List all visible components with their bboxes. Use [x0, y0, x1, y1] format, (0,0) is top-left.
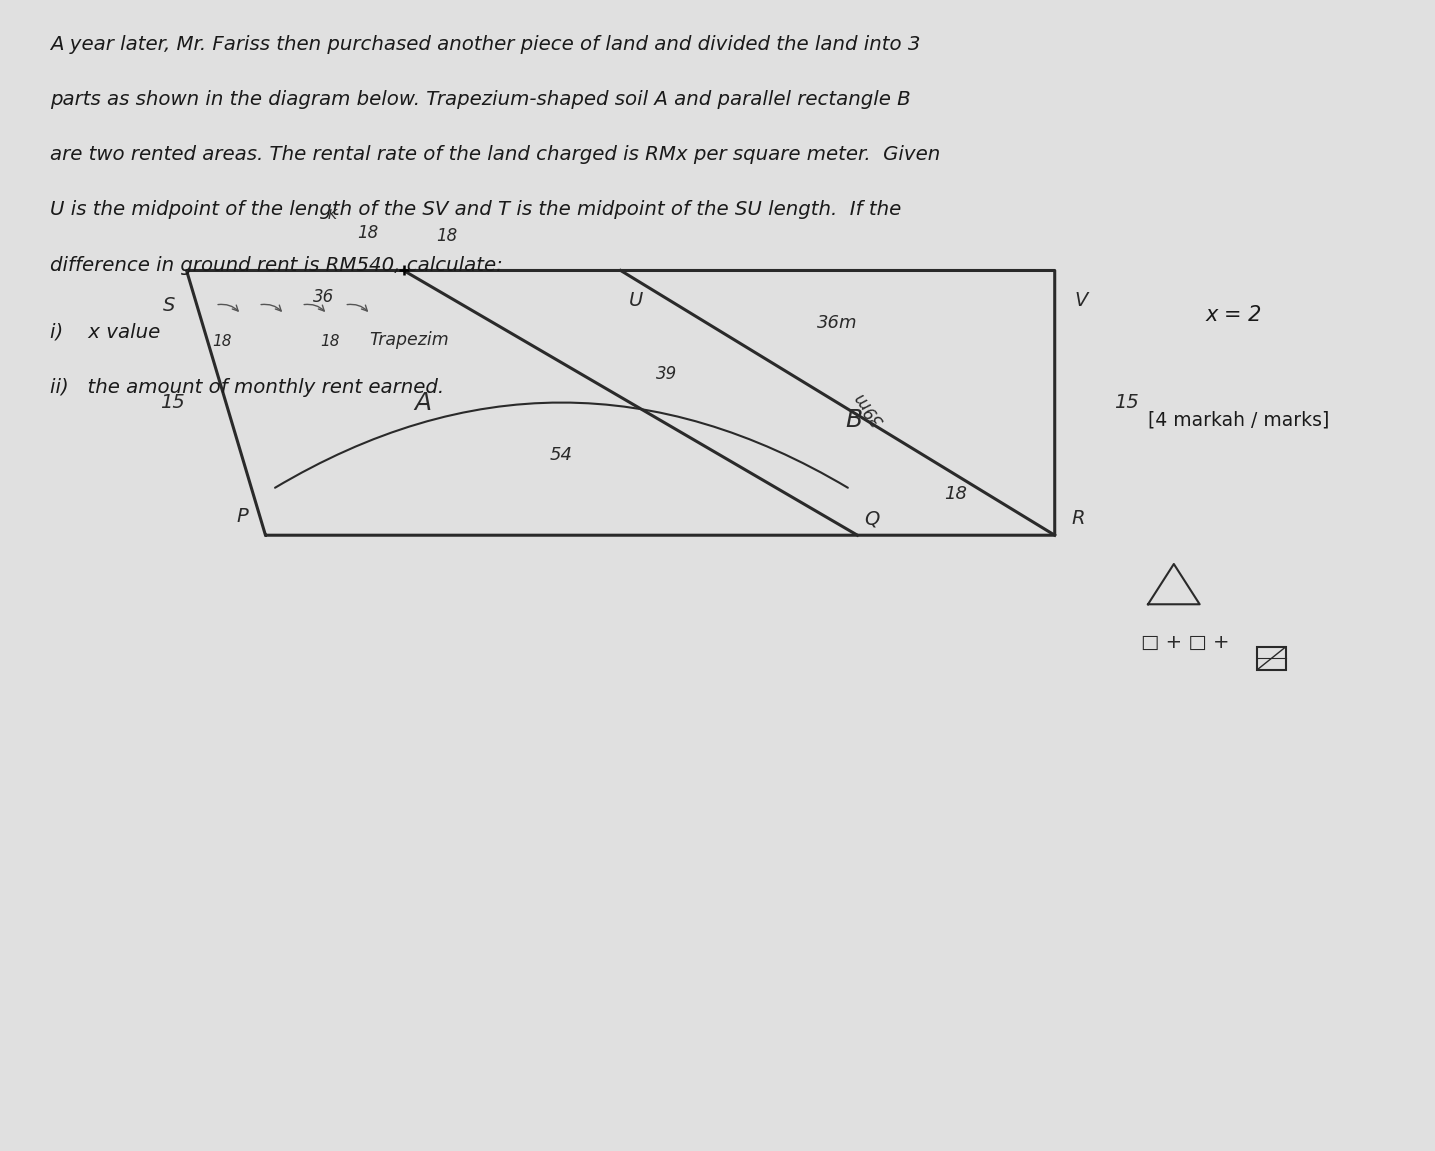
Text: [4 markah / marks]: [4 markah / marks]: [1148, 411, 1329, 429]
Text: 54: 54: [550, 445, 573, 464]
Text: ii)   the amount of monthly rent earned.: ii) the amount of monthly rent earned.: [50, 378, 445, 397]
Text: 18: 18: [944, 485, 967, 503]
Text: 36: 36: [313, 288, 334, 306]
Text: 18: 18: [357, 223, 379, 242]
Text: V: V: [1075, 291, 1088, 311]
Text: difference in ground rent is RM540, calculate:: difference in ground rent is RM540, calc…: [50, 256, 504, 275]
Text: K: K: [327, 208, 336, 222]
Text: B: B: [845, 409, 862, 432]
Text: Trapezim: Trapezim: [369, 330, 449, 349]
Text: □ + □ +: □ + □ +: [1141, 633, 1230, 653]
Text: R: R: [1072, 509, 1085, 528]
Text: 18: 18: [212, 334, 232, 349]
Text: 39: 39: [656, 365, 677, 383]
Bar: [1257, 647, 1286, 670]
Text: are two rented areas. The rental rate of the land charged is RMx per square mete: are two rented areas. The rental rate of…: [50, 145, 940, 165]
Text: x = 2: x = 2: [1205, 305, 1261, 325]
Text: 39m: 39m: [851, 388, 888, 429]
Text: i)    x value: i) x value: [50, 322, 161, 342]
Text: 18: 18: [320, 334, 340, 349]
Text: Q: Q: [864, 509, 880, 528]
Text: 36m: 36m: [818, 314, 858, 333]
Text: A year later, Mr. Fariss then purchased another piece of land and divided the la: A year later, Mr. Fariss then purchased …: [50, 35, 921, 54]
Text: U is the midpoint of the length of the SV and T is the midpoint of the SU length: U is the midpoint of the length of the S…: [50, 200, 901, 220]
Text: 18: 18: [436, 227, 458, 245]
Text: S: S: [162, 296, 175, 315]
Text: U: U: [629, 291, 643, 311]
Text: P: P: [237, 506, 248, 526]
Text: parts as shown in the diagram below. Trapezium-shaped soil A and parallel rectan: parts as shown in the diagram below. Tra…: [50, 90, 911, 109]
Text: 15: 15: [159, 394, 185, 412]
Text: 15: 15: [1114, 394, 1139, 412]
Text: A: A: [415, 391, 432, 414]
